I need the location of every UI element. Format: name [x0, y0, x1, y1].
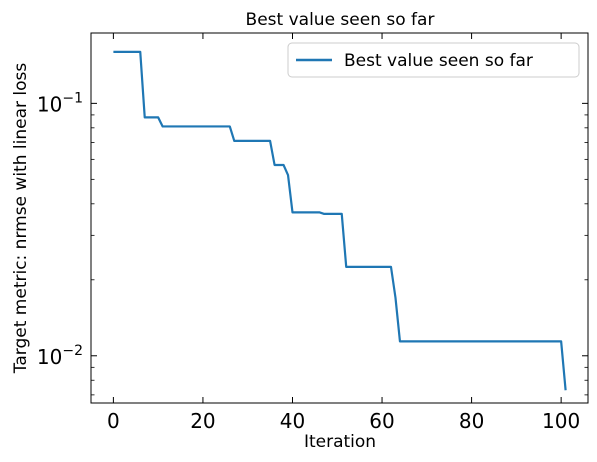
y-tick-label: 10−1	[37, 90, 83, 116]
y-tick-label: 10−2	[37, 343, 83, 369]
x-axis-label: Iteration	[304, 432, 376, 452]
x-tick-label: 0	[107, 409, 120, 433]
plot-frame	[90, 32, 589, 404]
x-tick-label: 60	[369, 409, 394, 433]
legend-box	[287, 42, 580, 78]
legend: Best value seen so far	[287, 42, 580, 78]
x-tick-label: 80	[459, 409, 484, 433]
legend-label: Best value seen so far	[344, 51, 533, 71]
y-axis: 10−2 10−1	[37, 90, 588, 396]
chart-title: Best value seen so far	[246, 10, 435, 30]
x-axis: 0 20 40 60 80 100	[107, 33, 580, 433]
x-tick-label: 40	[280, 409, 305, 433]
series-line-0	[113, 50, 567, 391]
x-tick-label: 20	[190, 409, 215, 433]
plot-area	[90, 32, 589, 404]
x-tick-label: 100	[542, 409, 580, 433]
y-axis-label: Target metric: nrmse with linear loss	[11, 63, 31, 375]
